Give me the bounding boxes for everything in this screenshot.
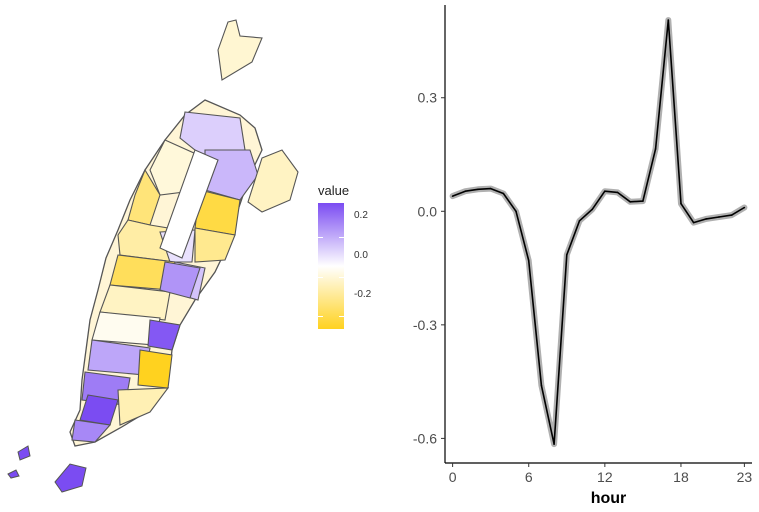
data-point: [578, 219, 581, 222]
data-point: [642, 200, 644, 202]
legend-tick-label: 0.0: [354, 250, 368, 261]
y-tick-label: 0.3: [418, 90, 438, 106]
data-point: [667, 19, 670, 21]
data-point: [540, 384, 543, 387]
legend-color-bar: [318, 203, 344, 329]
legend-tick-label: 0.2: [354, 210, 368, 221]
data-point: [604, 190, 606, 193]
data-point: [730, 214, 733, 216]
x-axis-title: hour: [591, 490, 627, 507]
y-tick-label: 0.0: [418, 203, 438, 219]
data-point: [553, 443, 555, 445]
map-district: [159, 261, 201, 299]
map-district: [194, 227, 236, 263]
central-park: [159, 149, 219, 259]
data-point: [451, 195, 454, 197]
data-point: [654, 148, 657, 150]
data-point: [464, 190, 467, 193]
data-point: [629, 201, 632, 203]
x-tick-label: 12: [597, 469, 613, 485]
legend-tick-mark: [318, 237, 323, 238]
island-district: [247, 149, 299, 213]
y-tick-label: -0.6: [413, 430, 437, 446]
map-district: [147, 319, 181, 351]
data-point: [718, 216, 720, 218]
x-tick-label: 0: [449, 469, 457, 485]
color-legend: value 0.2 0.0 -0.2: [316, 183, 396, 333]
data-point: [515, 210, 517, 213]
hourly-line-chart: -0.6 -0.3 0.0 0.3 0 6 12 18 23 hour: [413, 5, 753, 507]
legend-tick-mark: [318, 316, 323, 317]
x-tick-label: 23: [737, 469, 753, 485]
data-point: [692, 221, 695, 224]
map-district: [99, 284, 171, 321]
data-point: [565, 254, 568, 256]
confidence-band: [449, 17, 748, 448]
data-point: [502, 192, 505, 195]
data-point: [591, 208, 593, 211]
data-point: [680, 202, 682, 205]
manhattan-choropleth-map: [7, 19, 299, 493]
x-tick-label: 6: [525, 469, 533, 485]
data-point: [705, 218, 708, 220]
map-district: [137, 349, 173, 389]
x-tick-label: 18: [673, 469, 689, 485]
small-island: [7, 469, 20, 479]
legend-tick-mark: [339, 237, 344, 238]
data-point: [527, 259, 530, 262]
governors-island: [54, 463, 87, 493]
small-island: [17, 445, 31, 461]
legend-tick-mark: [339, 316, 344, 317]
series-line: [452, 19, 745, 445]
legend-tick-mark: [318, 277, 323, 278]
map-district: [71, 419, 112, 443]
legend-title: value: [318, 183, 350, 198]
legend-tick-label: -0.2: [354, 289, 372, 300]
data-point: [616, 191, 619, 194]
data-point: [477, 188, 479, 191]
data-point: [743, 206, 746, 209]
north-tip-district: [217, 19, 263, 81]
legend-tick-mark: [339, 277, 344, 278]
data-point: [489, 187, 492, 190]
y-tick-label: -0.3: [413, 317, 437, 333]
map-district: [117, 387, 170, 426]
